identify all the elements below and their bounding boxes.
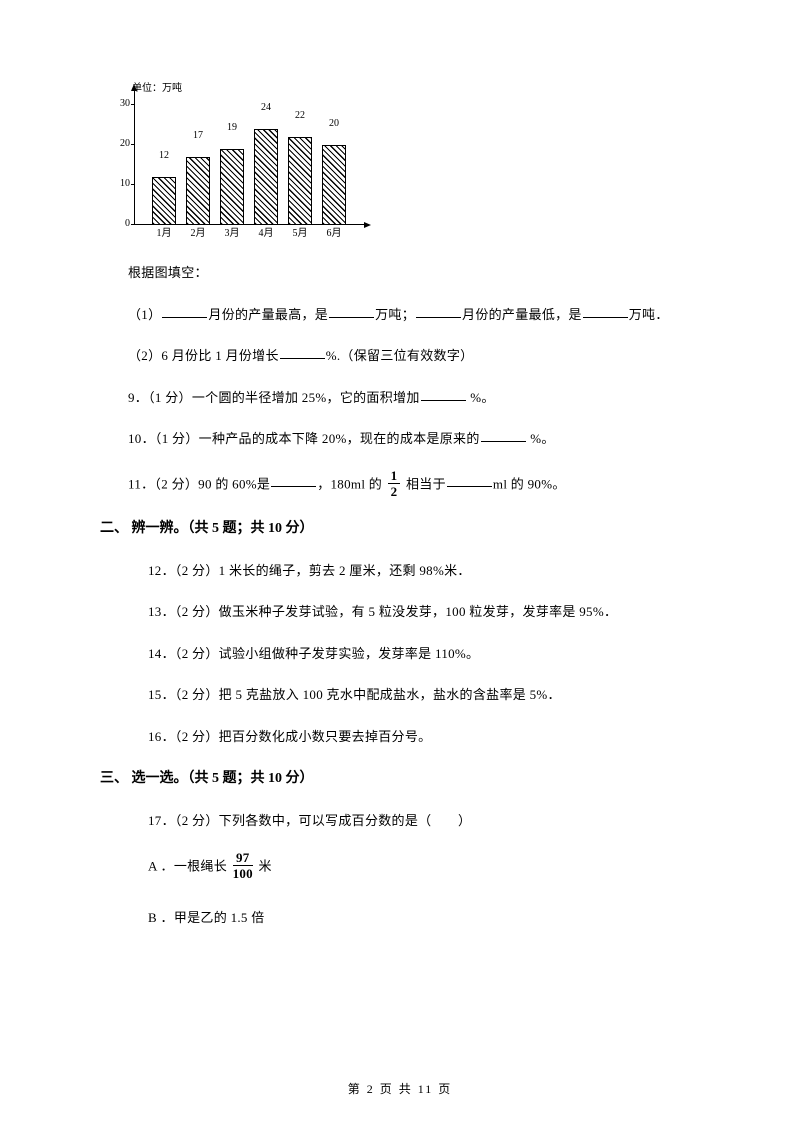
t: 万吨．: [629, 307, 669, 322]
bar: [288, 137, 312, 225]
bar: [152, 177, 176, 225]
t: ，180ml 的: [317, 476, 385, 491]
bar: [254, 129, 278, 225]
blank: [421, 387, 466, 401]
blank: [271, 473, 316, 487]
question-15: 15．（2 分）把 5 克盐放入 100 克水中配成盐水，盐水的含盐率是 5%．: [100, 685, 700, 705]
x-tick-label: 3月: [220, 226, 244, 241]
option-b: B ．甲是乙的 1.5 倍: [100, 908, 700, 928]
denominator: 100: [233, 866, 253, 880]
t: （2）6 月份比 1 月份增长: [128, 348, 279, 363]
section-3-heading: 三、 选一选。（共 5 题；共 10 分）: [100, 768, 700, 789]
t: %。: [527, 431, 555, 446]
y-tick-label: 10: [116, 176, 130, 191]
t: %.（保留三位有效数字）: [326, 348, 474, 363]
blank: [583, 304, 628, 318]
blank: [280, 345, 325, 359]
question-12: 12．（2 分）1 米长的绳子，剪去 2 厘米，还剩 98%米．: [100, 561, 700, 581]
x-tick-label: 4月: [254, 226, 278, 241]
q8-1-prefix: （1）: [128, 307, 161, 322]
t: 米: [255, 858, 272, 873]
question-13: 13．（2 分）做玉米种子发芽试验，有 5 粒没发芽，100 粒发芽，发芽率是 …: [100, 602, 700, 622]
t: 月份的产量最高，是: [208, 307, 328, 322]
blank: [416, 304, 461, 318]
bar-value-label: 17: [186, 128, 210, 143]
t: A ．一根绳长: [148, 858, 231, 873]
bar: [322, 145, 346, 225]
t: 万吨；: [375, 307, 415, 322]
section-2-heading: 二、 辨一辨。（共 5 题；共 10 分）: [100, 518, 700, 539]
numerator: 97: [233, 851, 253, 866]
bar-value-label: 20: [322, 116, 346, 131]
x-tick-label: 6月: [322, 226, 346, 241]
denominator: 2: [388, 484, 401, 498]
t: 10．（1 分）一种产品的成本下降 20%，现在的成本是原来的: [128, 431, 480, 446]
bar-value-label: 22: [288, 108, 312, 123]
bar-chart: 单位：万吨0102030121月172月193月244月225月206月: [108, 85, 700, 245]
bar-value-label: 24: [254, 100, 278, 115]
question-17: 17．（2 分）下列各数中，可以写成百分数的是（ ）: [100, 811, 700, 831]
x-tick-label: 2月: [186, 226, 210, 241]
question-8-2: （2）6 月份比 1 月份增长 %.（保留三位有效数字）: [100, 346, 700, 366]
bar: [220, 149, 244, 225]
question-11: 11．（2 分）90 的 60%是 ，180ml 的 12 相当于 ml 的 90%…: [100, 471, 700, 500]
t: 11．（2 分）90 的 60%是: [128, 476, 270, 491]
y-tick-label: 30: [116, 96, 130, 111]
numerator: 1: [388, 469, 401, 484]
chart-prompt: 根据图填空：: [100, 263, 700, 283]
fraction-97-100: 97100: [233, 851, 253, 880]
bar-value-label: 19: [220, 120, 244, 135]
t: 月份的产量最低，是: [462, 307, 582, 322]
question-9: 9．（1 分）一个圆的半径增加 25%，它的面积增加 %。: [100, 388, 700, 408]
y-tick-label: 20: [116, 136, 130, 151]
page-footer: 第 2 页 共 11 页: [0, 1080, 800, 1098]
x-tick-label: 1月: [152, 226, 176, 241]
blank: [329, 304, 374, 318]
blank: [162, 304, 207, 318]
x-tick-label: 5月: [288, 226, 312, 241]
fraction-one-half: 12: [388, 469, 401, 498]
bar: [186, 157, 210, 225]
t: ml 的 90%。: [493, 476, 566, 491]
y-axis-unit: 单位：万吨: [132, 81, 182, 96]
question-8-1: （1） 月份的产量最高，是 万吨； 月份的产量最低，是 万吨．: [100, 305, 700, 325]
blank: [481, 428, 526, 442]
question-10: 10．（1 分）一种产品的成本下降 20%，现在的成本是原来的 %。: [100, 429, 700, 449]
t: 相当于: [402, 476, 445, 491]
t: %。: [467, 390, 495, 405]
bar-value-label: 12: [152, 148, 176, 163]
question-14: 14．（2 分）试验小组做种子发芽实验，发芽率是 110%。: [100, 644, 700, 664]
question-16: 16．（2 分）把百分数化成小数只要去掉百分号。: [100, 727, 700, 747]
t: 9．（1 分）一个圆的半径增加 25%，它的面积增加: [128, 390, 420, 405]
option-a: A ．一根绳长 97100 米: [100, 853, 700, 882]
blank: [447, 473, 492, 487]
y-tick-label: 0: [116, 216, 130, 231]
